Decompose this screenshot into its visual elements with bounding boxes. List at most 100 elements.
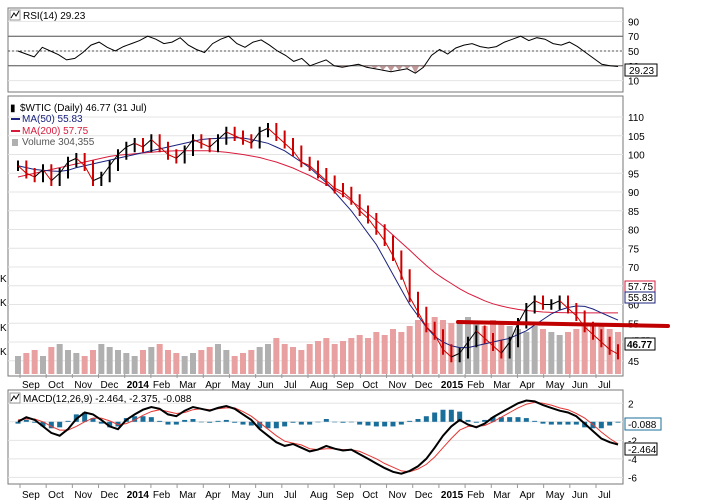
- macd-label: MACD(12,26,9) -2.464, -2.375, -0.088: [23, 394, 192, 405]
- price-panel: 1101051009590858075706560555045 ▮ $WTIC …: [0, 95, 670, 377]
- volume-bar: [423, 323, 430, 374]
- month-label: Oct: [48, 490, 64, 501]
- macd-histogram-bar: [390, 421, 396, 427]
- macd-panel: 20-2-4-6 MACD(12,26,9) -2.464, -2.375, -…: [7, 389, 662, 485]
- volume-bar: [206, 347, 213, 374]
- month-label: Nov: [389, 380, 407, 391]
- volume-bar: [348, 338, 355, 374]
- macd-tick-label: 2: [628, 399, 634, 410]
- volume-bar: [365, 338, 371, 374]
- volume-k-label-3: K: [0, 323, 7, 334]
- price-segment: [184, 139, 194, 152]
- rsi-panel: 9070503010 RSI(14) 29.23 29.23: [7, 7, 658, 93]
- macd-histogram-bar: [232, 421, 238, 423]
- macd-histogram-bar: [90, 418, 96, 422]
- macd-histogram-bar: [282, 421, 288, 427]
- price-segment: [500, 341, 511, 354]
- price-segment: [159, 146, 169, 155]
- macd-histogram-bar: [65, 420, 71, 422]
- macd-histogram-bar: [573, 421, 579, 425]
- price-segment: [492, 345, 502, 354]
- volume-bar: [23, 353, 30, 374]
- rsi-tick-label: 70: [628, 32, 640, 43]
- volume-bar: [223, 350, 230, 374]
- price-segment: [267, 127, 277, 137]
- price-segment: [484, 337, 494, 347]
- price-segment: [109, 154, 119, 167]
- price-segment: [175, 150, 186, 159]
- price-segment: [42, 169, 52, 182]
- macd-hist-tag-box: [624, 417, 662, 431]
- price-segment: [134, 142, 144, 148]
- macd-histogram-bar: [148, 417, 154, 422]
- volume-bar: [190, 353, 196, 374]
- price-tick-label: 45: [628, 357, 640, 368]
- price-segment: [392, 255, 402, 275]
- volume-bar: [523, 332, 530, 374]
- volume-bar: [598, 326, 605, 374]
- volume-bar: [240, 353, 246, 374]
- macd-histogram-bar: [382, 421, 388, 427]
- price-segment: [325, 180, 336, 189]
- macd-histogram-bar: [548, 421, 554, 425]
- price-tick-label: 75: [628, 244, 640, 255]
- month-label: Jun: [572, 490, 588, 501]
- price-segment: [17, 165, 27, 174]
- month-label: May: [231, 490, 250, 501]
- price-legend-icon: ▮: [10, 103, 16, 114]
- ma50-tag-box: [624, 291, 656, 304]
- month-label: Oct: [362, 490, 378, 501]
- price-segment: [400, 274, 411, 298]
- macd-panel-frame: [7, 389, 624, 485]
- month-label: Jul: [284, 490, 297, 501]
- macd-histogram-bar: [565, 421, 571, 425]
- volume-bar: [398, 332, 405, 374]
- month-label: Mar: [179, 490, 197, 501]
- month-label: Feb: [153, 490, 171, 501]
- price-segment: [292, 150, 302, 163]
- volume-bar: [231, 356, 238, 374]
- price-tick-label: 70: [628, 263, 640, 274]
- ma200-tag: 57.75: [628, 282, 653, 293]
- volume-bar: [315, 341, 321, 374]
- macd-histogram-bar: [198, 421, 204, 423]
- macd-histogram-bar: [498, 417, 504, 422]
- macd-histogram-bar: [98, 421, 104, 424]
- macd-histogram-bar: [140, 416, 146, 422]
- price-segment: [425, 326, 436, 335]
- macd-histogram-bar: [398, 421, 404, 425]
- volume-bar: [456, 320, 463, 374]
- macd-histogram-bar: [607, 421, 613, 426]
- month-label: Oct: [362, 380, 378, 391]
- volume-bar: [573, 329, 580, 374]
- month-label: Mar: [493, 380, 511, 391]
- macd-histogram-bar: [82, 412, 88, 422]
- macd-tick-label: -2: [628, 436, 637, 447]
- macd-histogram-bar: [257, 421, 263, 429]
- price-segment: [584, 326, 594, 335]
- month-label: Apr: [519, 490, 535, 501]
- rsi-label: RSI(14) 29.23: [23, 11, 86, 22]
- volume-legend-swatch: [12, 139, 18, 146]
- month-label: Feb: [467, 490, 485, 501]
- macd-histogram-bar: [365, 421, 371, 426]
- volume-bar: [331, 344, 338, 374]
- macd-histogram-bar: [240, 421, 246, 425]
- price-segment: [367, 217, 377, 230]
- month-label: Feb: [467, 380, 485, 391]
- rsi-oversold-fill: [338, 65, 622, 74]
- volume-bar: [373, 332, 380, 374]
- macd-histogram-bar: [32, 421, 38, 423]
- macd-histogram-bar: [290, 421, 296, 423]
- month-label: Apr: [205, 380, 221, 391]
- macd-histogram-bar: [532, 420, 538, 422]
- price-segment: [201, 142, 210, 148]
- price-segment: [359, 210, 369, 219]
- rsi-value-tag: 29.23: [629, 66, 654, 77]
- price-segment: [409, 296, 419, 313]
- price-segment: [275, 135, 286, 144]
- price-tick-label: 110: [628, 113, 644, 124]
- volume-bar: [415, 320, 421, 374]
- volume-bar: [98, 344, 105, 374]
- volume-bar: [306, 344, 313, 374]
